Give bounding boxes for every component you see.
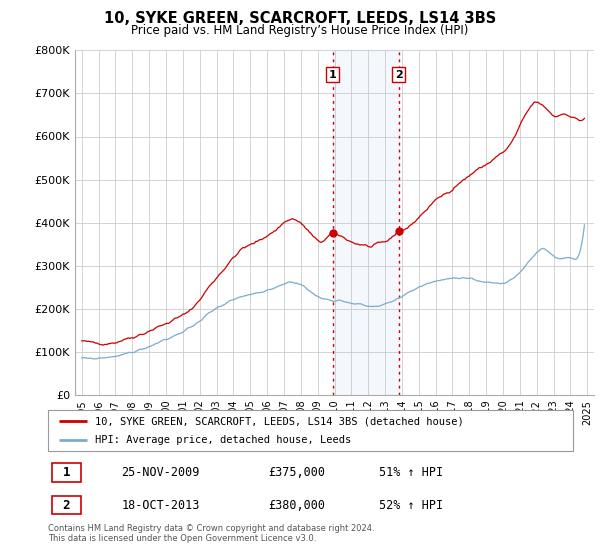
Text: 51% ↑ HPI: 51% ↑ HPI	[379, 465, 443, 479]
Text: 18-OCT-2013: 18-OCT-2013	[121, 498, 200, 512]
Text: 1: 1	[329, 69, 337, 80]
Text: £380,000: £380,000	[269, 498, 325, 512]
Text: HPI: Average price, detached house, Leeds: HPI: Average price, detached house, Leed…	[95, 435, 352, 445]
Text: 1: 1	[62, 465, 70, 479]
Text: 2: 2	[395, 69, 403, 80]
Text: 10, SYKE GREEN, SCARCROFT, LEEDS, LS14 3BS: 10, SYKE GREEN, SCARCROFT, LEEDS, LS14 3…	[104, 11, 496, 26]
Text: 25-NOV-2009: 25-NOV-2009	[121, 465, 200, 479]
Bar	[333, 50, 398, 395]
Text: 52% ↑ HPI: 52% ↑ HPI	[379, 498, 443, 512]
Text: 2: 2	[62, 498, 70, 512]
Bar	[52, 496, 81, 515]
Text: £375,000: £375,000	[269, 465, 325, 479]
Text: 10, SYKE GREEN, SCARCROFT, LEEDS, LS14 3BS (detached house): 10, SYKE GREEN, SCARCROFT, LEEDS, LS14 3…	[95, 417, 464, 426]
Text: Contains HM Land Registry data © Crown copyright and database right 2024.
This d: Contains HM Land Registry data © Crown c…	[48, 524, 374, 543]
Bar	[52, 463, 81, 482]
Text: Price paid vs. HM Land Registry’s House Price Index (HPI): Price paid vs. HM Land Registry’s House …	[131, 24, 469, 36]
